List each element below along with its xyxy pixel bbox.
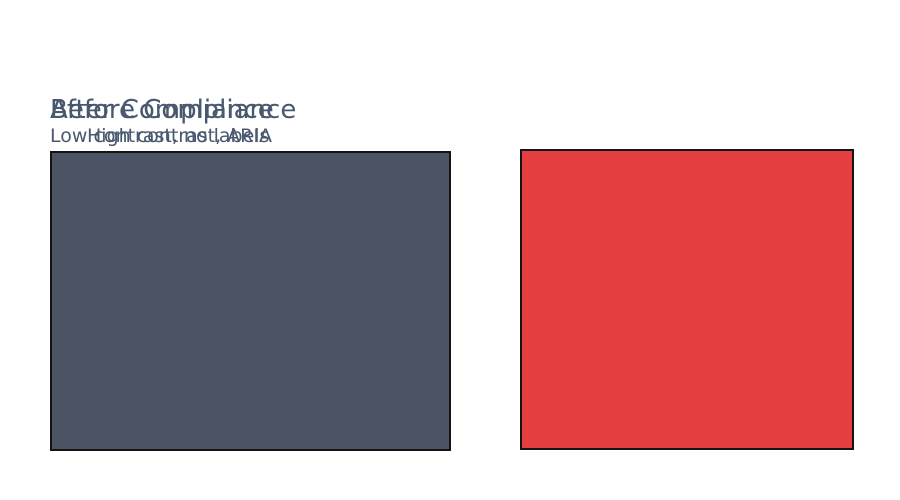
after-swatch <box>520 149 854 450</box>
before-swatch <box>50 151 451 451</box>
after-subtitle: High contrast, ARIA <box>87 125 272 147</box>
after-title: After Compliance <box>50 95 274 125</box>
before-subtitle: Low contrast, no labels <box>50 125 270 147</box>
before-title: Before Compliance <box>50 95 297 125</box>
